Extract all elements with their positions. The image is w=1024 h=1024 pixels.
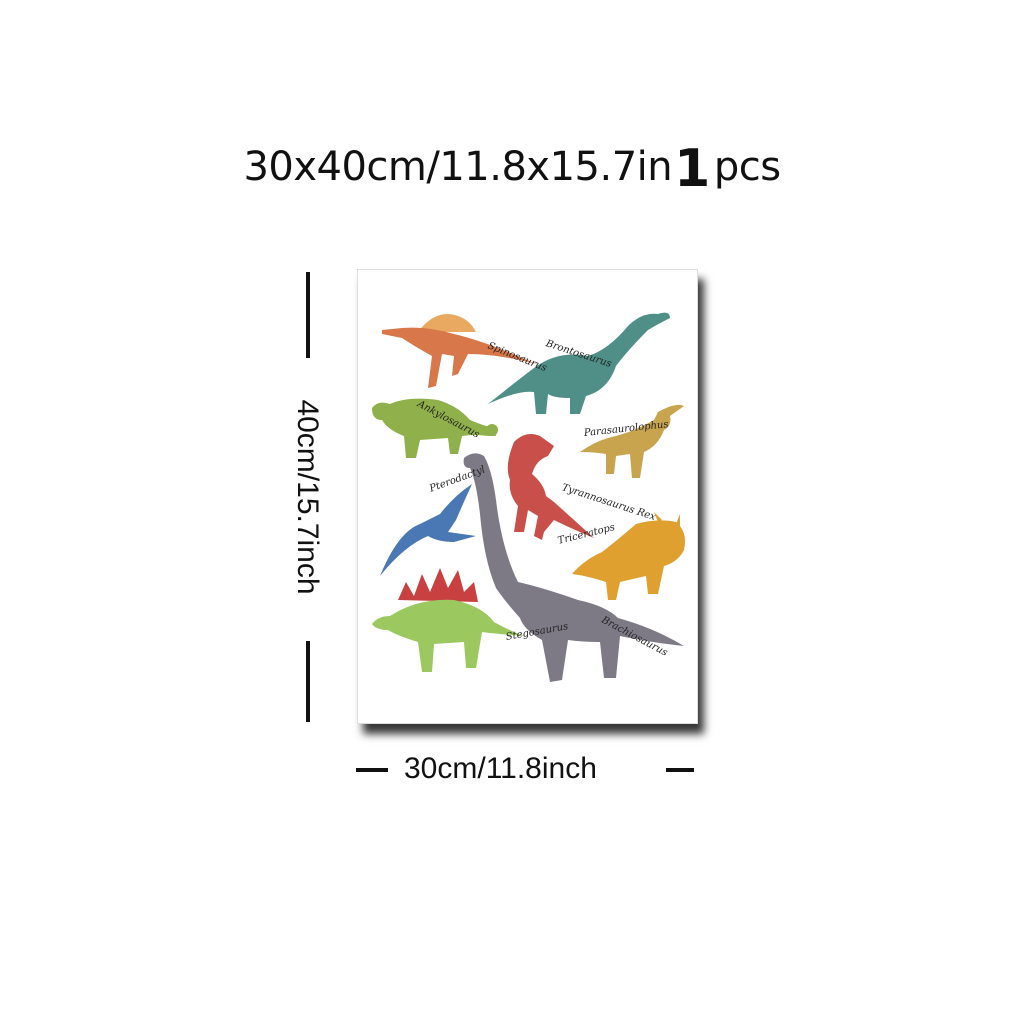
width-label: 30cm/11.8inch <box>404 752 597 785</box>
tyrannosaurus-illustration <box>507 434 594 540</box>
product-size-title: 30x40cm/11.8x15.7in1 pcs <box>0 138 1024 195</box>
size-text: 30x40cm/11.8x15.7in <box>243 144 673 190</box>
dinosaur-illustrations <box>372 312 685 682</box>
width-marker-right <box>666 768 694 772</box>
quantity-unit: pcs <box>713 144 781 190</box>
stegosaurus-illustration <box>372 568 524 672</box>
brontosaurus-illustration <box>488 312 670 414</box>
ankylosaurus-illustration <box>372 398 498 458</box>
brachiosaurus-illustration <box>463 453 684 682</box>
height-marker-bottom <box>306 641 310 722</box>
triceratops-illustration <box>572 512 685 600</box>
quantity-number: 1 <box>674 139 710 199</box>
parasaurolophus-illustration <box>580 404 684 478</box>
spinosaurus-illustration <box>382 314 536 388</box>
height-marker-top <box>306 272 310 358</box>
height-label: 40cm/15.7inch <box>291 399 324 595</box>
dinosaur-poster: Spinosaurus Brontosaurus Ankylosaurus Pa… <box>357 269 698 724</box>
pterodactyl-illustration <box>380 484 476 576</box>
width-marker-left <box>356 768 388 772</box>
